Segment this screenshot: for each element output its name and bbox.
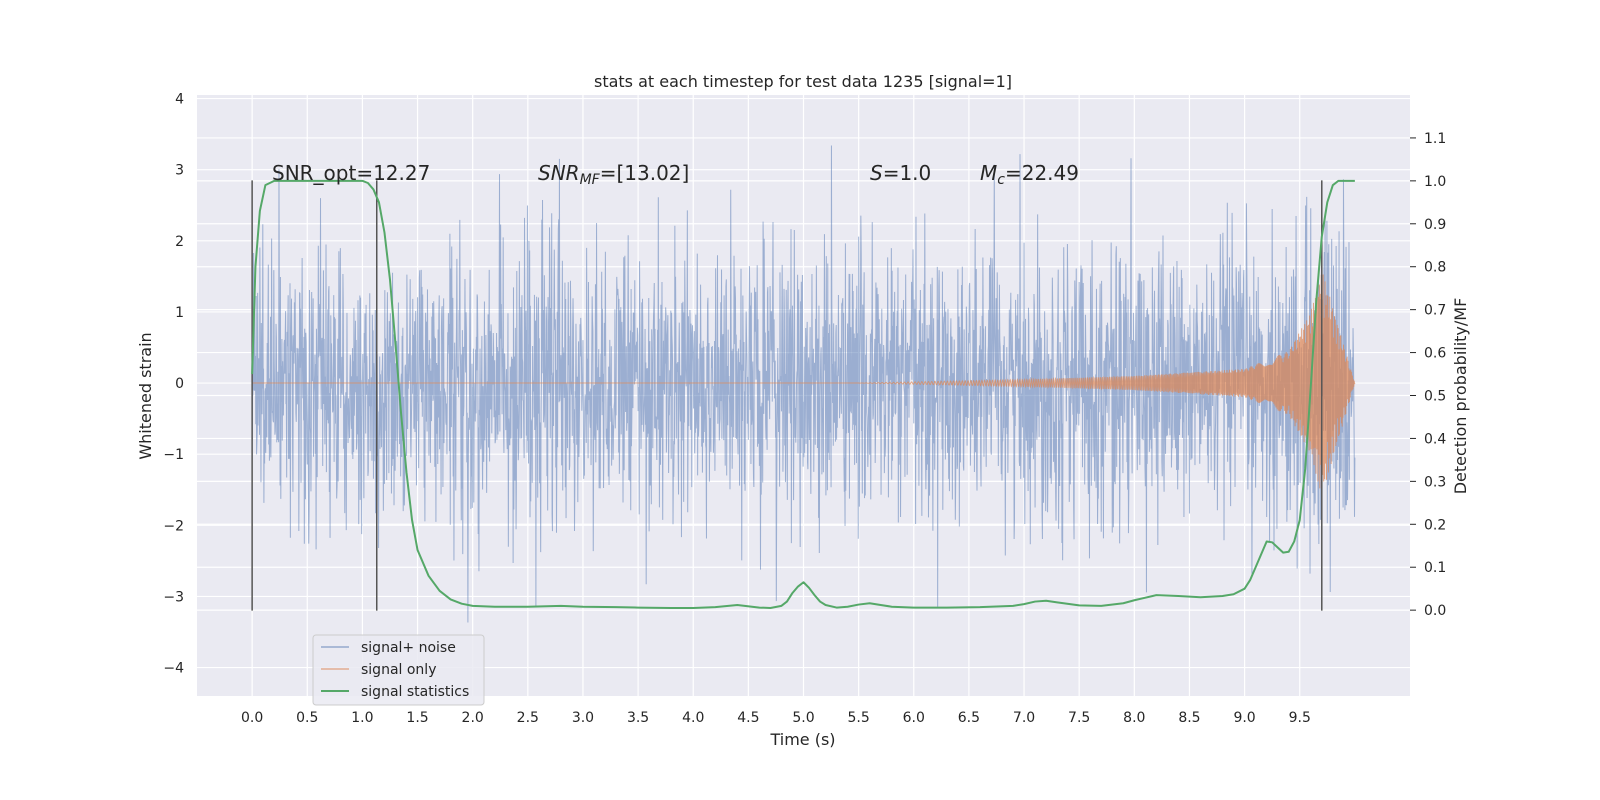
y-right-tick-label-3: 0.3 <box>1424 474 1446 490</box>
x-tick-label-14: 7.0 <box>1013 710 1035 726</box>
x-tick-label-0: 0.0 <box>241 710 263 726</box>
y-right-tick-label-0: 0.0 <box>1424 603 1446 619</box>
x-tick-label-17: 8.5 <box>1178 710 1200 726</box>
annotation-snr-mf-rest: =[13.02] <box>600 161 690 185</box>
y-tick-label-4: 0 <box>175 376 184 392</box>
y-right-axis-label: Detection probability/MF <box>1451 298 1470 495</box>
annotation-mc: Mc=22.49 <box>980 161 1079 188</box>
x-tick-label-11: 5.5 <box>848 710 870 726</box>
y-tick-label-7: 3 <box>175 163 184 179</box>
x-tick-label-4: 2.0 <box>462 710 484 726</box>
y-right-tick-label-10: 1.0 <box>1424 174 1446 190</box>
x-tick-label-3: 1.5 <box>406 710 428 726</box>
legend-label-signal-statistics: signal statistics <box>361 684 469 700</box>
x-tick-label-7: 3.5 <box>627 710 649 726</box>
legend-label-signal-only: signal only <box>361 662 436 678</box>
series-signal-plus-noise <box>251 145 1356 623</box>
x-tick-label-12: 6.0 <box>903 710 925 726</box>
y-tick-label-0: −4 <box>163 661 184 677</box>
x-tick-label-16: 8.0 <box>1123 710 1145 726</box>
legend-box <box>312 634 485 706</box>
y-tick-label-5: 1 <box>175 305 184 321</box>
y-axis-label: Whitened strain <box>136 332 155 459</box>
y-right-tick-label-2: 0.2 <box>1424 517 1446 533</box>
x-tick-label-18: 9.0 <box>1233 710 1255 726</box>
y-right-tick-label-6: 0.6 <box>1424 346 1446 362</box>
annotation-mc-sub: c <box>997 172 1005 188</box>
line-signal-only <box>252 274 1356 494</box>
vertical-markers <box>251 180 1323 611</box>
x-tick-label-10: 5.0 <box>792 710 814 726</box>
x-tick-label-19: 9.5 <box>1289 710 1311 726</box>
x-tick-label-9: 4.5 <box>737 710 759 726</box>
y-tick-label-2: −2 <box>163 518 184 534</box>
y-right-axis-ticks: 0.0 0.1 0.2 0.3 0.4 0.5 0.6 0.7 0.8 0.9 1.0 1.1 <box>1410 131 1446 619</box>
y-right-tick-label-11: 1.1 <box>1424 131 1446 147</box>
y-right-tick-label-9: 0.9 <box>1424 217 1446 233</box>
y-tick-label-1: −3 <box>163 589 184 605</box>
x-tick-label-13: 6.5 <box>958 710 980 726</box>
x-tick-label-1: 0.5 <box>296 710 318 726</box>
y-right-tick-label-1: 0.1 <box>1424 560 1446 576</box>
chart-title: stats at each timestep for test data 123… <box>594 72 1012 91</box>
legend: signal+ noise signal only signal statist… <box>312 634 485 706</box>
x-tick-label-8: 4.0 <box>682 710 704 726</box>
legend-label-signal-plus-noise: signal+ noise <box>361 640 456 656</box>
annotation-mc-main: M <box>980 161 997 185</box>
y-right-tick-label-4: 0.4 <box>1424 431 1446 447</box>
annotation-s: S=1.0 <box>870 161 931 185</box>
x-tick-label-6: 3.0 <box>572 710 594 726</box>
x-axis-ticks: 0.0 0.5 1.0 1.5 2.0 2.5 3.0 3.5 4.0 4.5 5.0 5.5 6.0 6… <box>241 710 1311 726</box>
annotation-s-rest: =1.0 <box>883 161 932 185</box>
y-axis-ticks: −4 −3 −2 −1 0 1 2 3 4 <box>163 92 184 677</box>
line-signal-statistics <box>251 179 1355 609</box>
y-right-tick-label-7: 0.7 <box>1424 303 1446 319</box>
line-signal-plus-noise <box>251 145 1356 623</box>
x-tick-label-15: 7.5 <box>1068 710 1090 726</box>
series-signal-statistics <box>251 179 1355 609</box>
y-tick-label-3: −1 <box>163 447 184 463</box>
series-signal-only <box>252 274 1356 494</box>
x-axis-label: Time (s) <box>769 730 835 749</box>
y-right-tick-label-5: 0.5 <box>1424 389 1446 405</box>
y-right-tick-label-8: 0.8 <box>1424 260 1446 276</box>
y-tick-label-8: 4 <box>175 92 184 108</box>
annotation-s-main: S <box>870 161 883 185</box>
x-tick-label-5: 2.5 <box>517 710 539 726</box>
y-tick-label-6: 2 <box>175 234 184 250</box>
annotation-snr-mf-main: SNR <box>538 161 580 185</box>
annotation-snr-mf: SNRMF=[13.02] <box>538 161 689 188</box>
annotation-snr-opt: SNR_opt=12.27 <box>272 161 430 185</box>
annotation-mc-rest: =22.49 <box>1005 161 1079 185</box>
x-tick-label-2: 1.0 <box>351 710 373 726</box>
annotations: SNR_opt=12.27 SNRMF=[13.02] S=1.0 Mc=22.… <box>272 161 1079 188</box>
annotation-snr-mf-sub: MF <box>580 172 601 188</box>
